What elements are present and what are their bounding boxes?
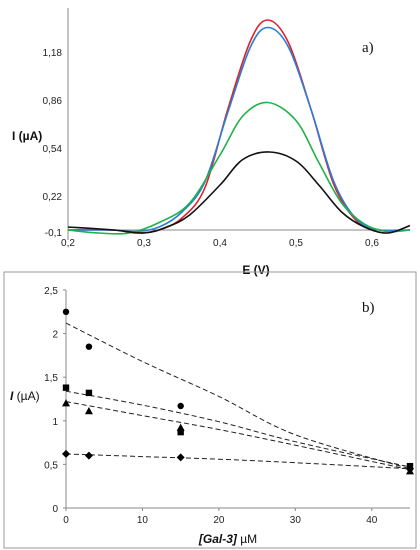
panel-b-x-tick-label: 30 xyxy=(290,515,302,526)
panel-b-frame xyxy=(3,271,417,549)
panel-b-y-tick-label: 0,5 xyxy=(44,460,58,471)
panel-b-point-diamond xyxy=(406,464,414,473)
panel-b-x-tick-label: 0 xyxy=(63,515,69,526)
panel-a-x-tick-label: 0,2 xyxy=(61,238,75,249)
panel-a-series-line-green xyxy=(67,101,411,235)
panel-b-y-axis-label: I (µA) xyxy=(10,389,40,403)
panel-a-y-tick-label: 0,54 xyxy=(43,144,63,155)
panel-a: I (µA) E (V) a) -0,1 0,22 0,54 0,86 1,18 0,2 0… xyxy=(12,8,411,277)
panel-b: I (µA) [Gal-3] µM b) 0 0,5 1 1,5 2 2,5 0 10 20 30… xyxy=(3,271,417,549)
panel-b-point-circle xyxy=(85,343,93,350)
panel-a-y-tick-label: 0,22 xyxy=(43,192,63,203)
panel-b-y-tick-label: 1,5 xyxy=(44,373,58,384)
panel-a-y-axis-label: I (µA) xyxy=(12,129,42,143)
panel-b-tag: b) xyxy=(362,300,375,316)
panel-a-y-tick-label: 0,86 xyxy=(43,96,63,107)
panel-b-y-tick-label: 0 xyxy=(52,504,58,515)
panel-b-x-tick-label: 10 xyxy=(137,515,149,526)
panel-b-x-axis-label: [Gal-3] µM xyxy=(198,532,257,546)
panel-a-y-tick-label: -0,1 xyxy=(45,228,63,239)
panel-a-x-tick-label: 0,3 xyxy=(137,238,151,249)
panel-b-point-square xyxy=(177,428,184,436)
panel-b-point-square xyxy=(62,384,70,391)
panel-a-y-tick-label: 1,18 xyxy=(43,48,63,59)
panel-b-point-diamond xyxy=(62,449,70,458)
panel-a-series-line-black xyxy=(67,151,411,234)
panel-b-y-tick-label: 2,5 xyxy=(44,286,58,297)
panel-b-x-tick-label: 40 xyxy=(366,515,378,526)
panel-b-y-tick-label: 2 xyxy=(52,330,58,341)
panel-a-tag: a) xyxy=(362,40,374,56)
panel-b-fit-curve-diamond xyxy=(65,453,411,470)
panel-b-point-diamond xyxy=(84,451,93,460)
panel-b-point-triangle xyxy=(62,399,70,407)
panel-b-y-tick-label: 1 xyxy=(52,417,58,428)
panel-a-x-tick-label: 0,4 xyxy=(213,238,227,249)
panel-b-point-triangle xyxy=(176,423,185,431)
panel-a-x-tick-label: 0,6 xyxy=(365,238,379,249)
panel-b-fit-curve-circle xyxy=(65,322,411,470)
panel-b-point-circle xyxy=(177,402,184,410)
panel-a-series-line-blue xyxy=(67,26,411,233)
panel-a-x-axis-label: E (V) xyxy=(242,263,269,277)
panel-a-x-tick-label: 0,5 xyxy=(289,238,303,249)
panel-a-series-line-red xyxy=(67,19,411,234)
panel-b-fit-curve-square xyxy=(65,390,411,468)
panel-b-point-triangle xyxy=(84,407,93,415)
panel-b-point-diamond xyxy=(176,453,185,462)
panel-b-point-square xyxy=(85,389,93,397)
panel-b-fit-curve-triangle xyxy=(65,401,411,471)
panel-b-x-tick-label: 20 xyxy=(213,515,225,526)
panel-b-point-circle xyxy=(62,308,70,315)
